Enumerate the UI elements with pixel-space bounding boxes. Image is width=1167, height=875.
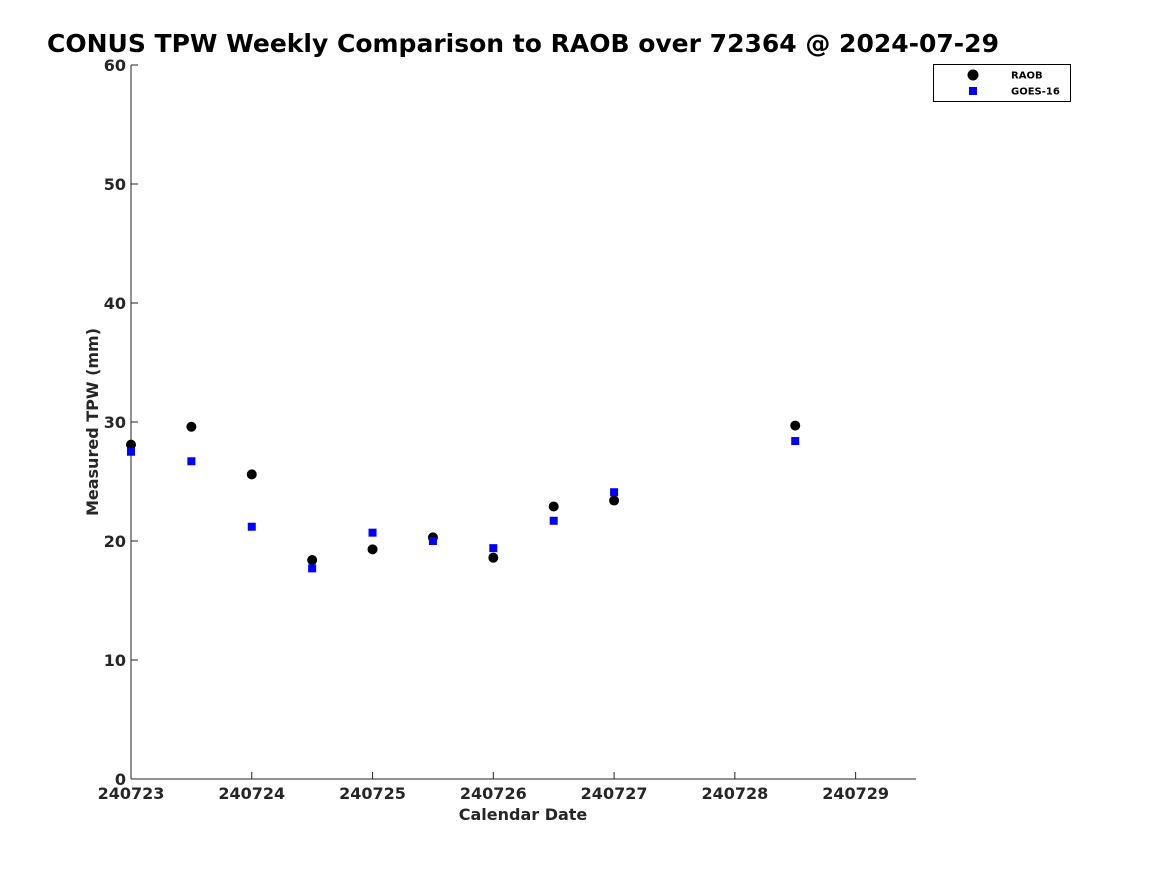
x-ticks: 240723 240724 240725 240726 240727 240728 2407…	[98, 772, 889, 803]
x-tick-label: 240723	[98, 784, 165, 803]
x-axis-label: Calendar Date	[459, 805, 588, 824]
goes-16-point	[368, 528, 377, 537]
y-tick-label: 10	[104, 651, 126, 670]
raob-point	[790, 420, 801, 431]
raob-point	[548, 501, 559, 512]
x-tick-label: 240724	[218, 784, 285, 803]
y-tick-label: 50	[104, 175, 126, 194]
goes-16-point	[187, 457, 196, 466]
x-tick-label: 240727	[581, 784, 648, 803]
series-raob	[126, 420, 801, 566]
x-tick-label: 240728	[701, 784, 768, 803]
x-tick-label: 240725	[339, 784, 406, 803]
x-tick-label: 240729	[822, 784, 889, 803]
legend: RAOB GOES-16	[933, 64, 1071, 102]
legend-label: GOES-16	[1011, 87, 1060, 98]
goes-16-point	[308, 564, 317, 573]
legend-raob-marker	[967, 69, 979, 81]
y-tick-label: 30	[104, 413, 126, 432]
raob-point	[186, 421, 197, 432]
chart-title: CONUS TPW Weekly Comparison to RAOB over…	[47, 29, 999, 58]
raob-point	[488, 552, 499, 563]
y-tick-label: 40	[104, 294, 126, 313]
goes-16-point	[549, 516, 558, 525]
legend-label: RAOB	[1011, 71, 1043, 82]
goes-16-point	[428, 537, 437, 545]
goes-16-point	[610, 488, 619, 497]
x-tick-label: 240726	[460, 784, 527, 803]
raob-point	[307, 555, 318, 566]
y-tick-label: 20	[104, 532, 126, 551]
y-ticks: 0 10 20 30 40 50 60	[104, 56, 138, 789]
raob-point	[246, 469, 257, 480]
y-tick-label: 0	[115, 770, 126, 789]
data-points	[126, 420, 801, 573]
raob-point	[367, 544, 378, 555]
raob-point	[126, 439, 136, 450]
series-goes-16	[127, 437, 800, 573]
legend-box	[933, 64, 1071, 102]
goes-16-point	[247, 522, 256, 531]
raob-point	[609, 495, 620, 506]
goes-16-point	[791, 437, 800, 446]
legend-goes-16-marker	[969, 87, 977, 95]
goes-16-point	[489, 544, 498, 553]
goes-16-point	[127, 447, 135, 456]
y-axis-label: Measured TPW (mm)	[83, 328, 102, 516]
y-tick-label: 60	[104, 56, 126, 75]
